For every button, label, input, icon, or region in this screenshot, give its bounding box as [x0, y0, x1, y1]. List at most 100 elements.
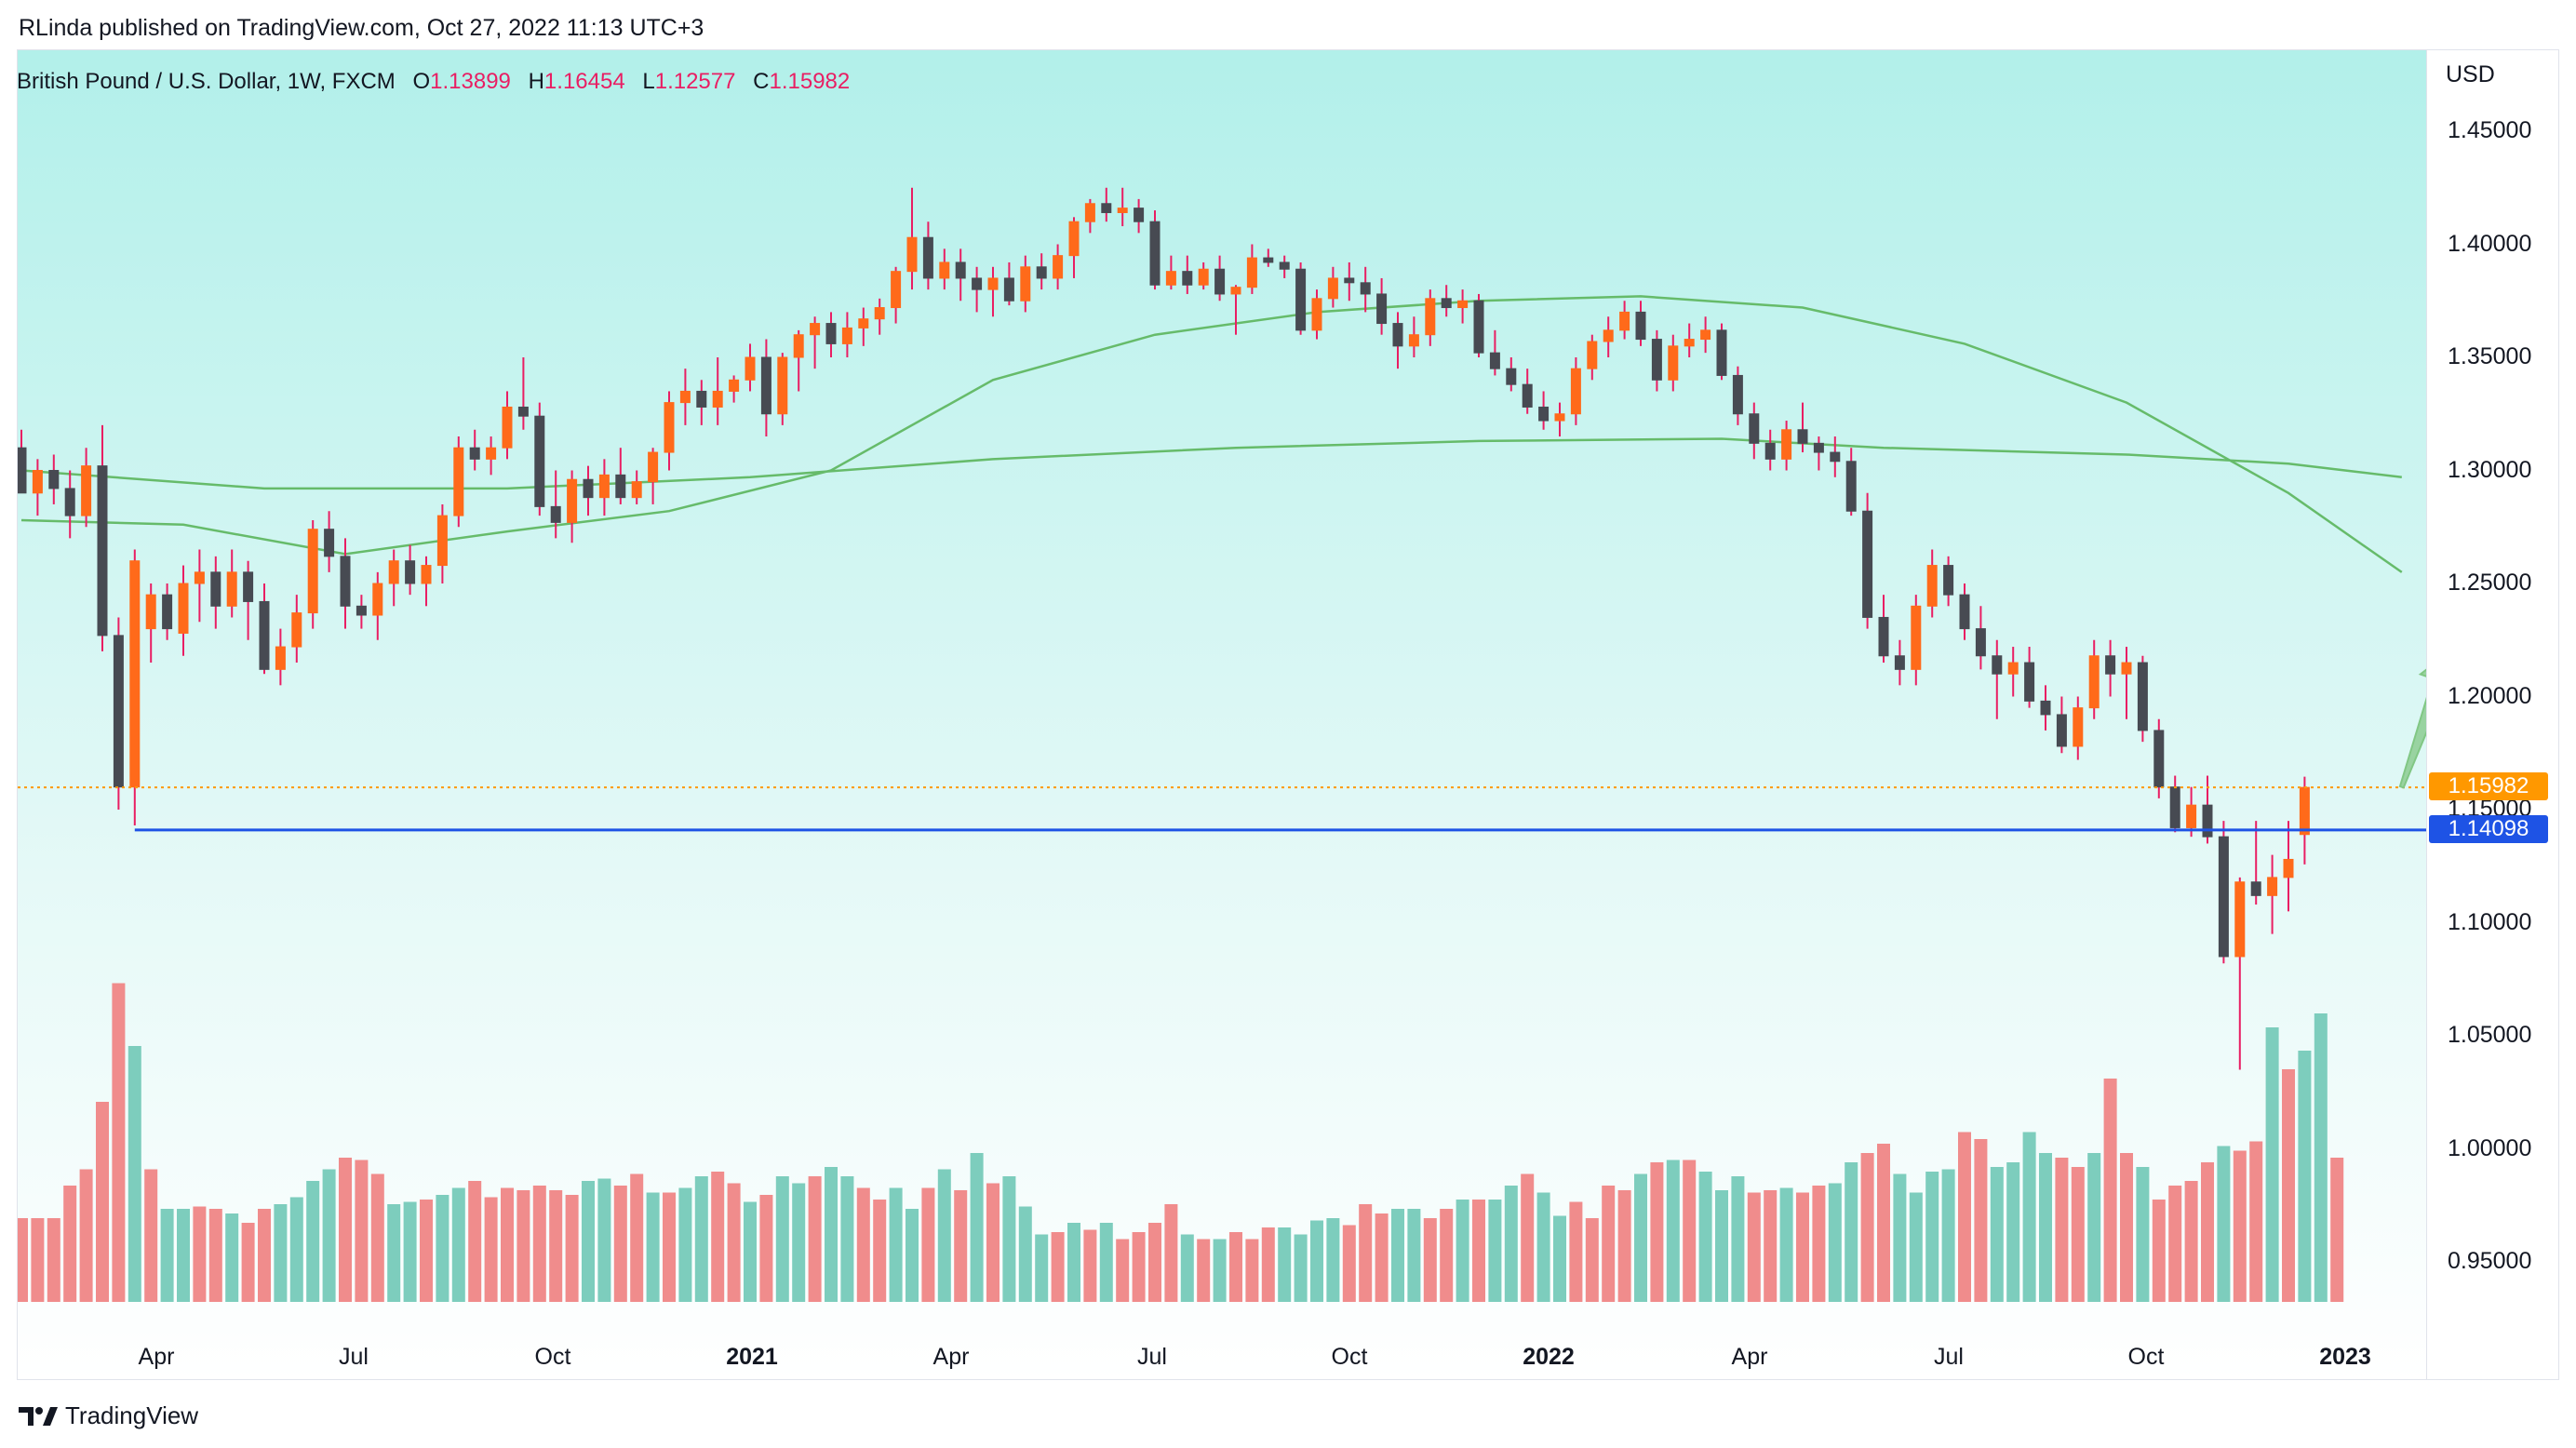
volume-bar: [1148, 1223, 1161, 1302]
candle-body: [1570, 368, 1581, 415]
candle-body: [922, 236, 933, 279]
volume-bar: [18, 1218, 28, 1302]
candle-body: [469, 447, 480, 460]
moving-average-line: [20, 437, 2402, 490]
volume-bar: [420, 1200, 433, 1302]
candle-body: [18, 447, 27, 494]
candle-body: [810, 323, 821, 336]
candle-body: [1263, 257, 1274, 263]
volume-bar: [1698, 1172, 1712, 1302]
symbol-legend[interactable]: British Pound / U.S. Dollar, 1W, FXCM O1…: [17, 69, 850, 95]
candle-body: [1781, 429, 1792, 460]
candle-body: [2121, 662, 2132, 675]
candle-body: [1165, 271, 1176, 286]
volume-bar: [1261, 1227, 1275, 1302]
price-tick-label: 1.10000: [2448, 908, 2532, 935]
volume-bar: [1536, 1192, 1550, 1302]
candle-body: [421, 565, 432, 584]
high-value: 1.16454: [543, 69, 625, 94]
price-tick-label: 1.40000: [2448, 230, 2532, 257]
volume-bar: [31, 1218, 45, 1302]
volume-bar: [825, 1167, 838, 1302]
volume-bar: [2217, 1146, 2231, 1302]
volume-bar: [127, 1046, 141, 1302]
volume-bar: [1164, 1204, 1178, 1302]
volume-bar: [47, 1218, 60, 1302]
candle-body: [388, 560, 399, 584]
candle-body: [891, 271, 902, 309]
candle-body: [712, 390, 723, 408]
candle-body: [1894, 655, 1905, 670]
volume-bar: [597, 1178, 611, 1302]
tradingview-brand[interactable]: TradingView: [19, 1401, 198, 1430]
volume-bar: [2330, 1158, 2344, 1302]
candle-body: [777, 356, 788, 415]
volume-bar: [1488, 1200, 1502, 1302]
candle-body: [1587, 341, 1598, 369]
candle-body: [1813, 442, 1824, 453]
volume-bar: [468, 1181, 482, 1302]
candle-body: [955, 261, 966, 279]
candle-body: [307, 529, 318, 614]
volume-bar: [1423, 1218, 1437, 1302]
volume-bar: [1278, 1227, 1292, 1302]
candle-body: [436, 515, 448, 567]
volume-bar: [1326, 1218, 1340, 1302]
candle-body: [1441, 298, 1452, 309]
candle-body: [64, 488, 75, 516]
candle-body: [1134, 208, 1145, 222]
volume-bar: [630, 1173, 644, 1302]
volume-bar: [1941, 1169, 1955, 1302]
candle-body: [1506, 368, 1517, 385]
time-year-label: 2022: [1523, 1344, 1575, 1370]
candle-body: [2007, 662, 2019, 675]
candle-body: [1749, 413, 1760, 444]
volume-bar: [241, 1223, 255, 1302]
price-levels: [18, 786, 2426, 832]
price-axis[interactable]: [2427, 49, 2559, 1380]
candle-body: [259, 600, 270, 670]
volume-bar: [727, 1183, 741, 1302]
candle-body: [2088, 655, 2100, 709]
candle-body: [1635, 311, 1646, 341]
candle-body: [1101, 203, 1112, 213]
volume-bar: [549, 1190, 563, 1302]
volume-bar: [1018, 1206, 1032, 1302]
chart-pane[interactable]: [17, 49, 2427, 1380]
candlesticks: [18, 187, 2310, 1070]
candle-body: [2153, 730, 2165, 788]
volume-bar: [1391, 1209, 1404, 1302]
volume-bar: [2168, 1186, 2182, 1302]
time-month-label: Jul: [1137, 1344, 1167, 1370]
candle-body: [550, 505, 561, 523]
volume-bar: [1067, 1223, 1080, 1302]
candle-body: [1360, 282, 1371, 295]
volume-bar: [1909, 1192, 1923, 1302]
candle-body: [664, 402, 675, 453]
candle-body: [648, 451, 659, 483]
candle-body: [2267, 877, 2278, 896]
candle-body: [32, 470, 43, 494]
volume-bar: [403, 1201, 417, 1302]
candle-body: [1003, 277, 1014, 302]
candle-body: [517, 406, 529, 417]
candle-body: [1230, 287, 1241, 295]
volume-bar: [1650, 1162, 1664, 1302]
candle-body: [2169, 786, 2180, 828]
candle-body: [1020, 266, 1031, 302]
candle-body: [1522, 383, 1533, 408]
volume-bar: [921, 1187, 935, 1302]
volume-bar: [1051, 1232, 1065, 1302]
candle-body: [858, 318, 869, 328]
candle-body: [275, 646, 286, 670]
candle-body: [372, 583, 383, 616]
volume-bar: [2120, 1153, 2133, 1302]
price-tick-label: 1.30000: [2448, 456, 2532, 483]
candle-body: [48, 470, 60, 489]
volume-bar: [2022, 1132, 2036, 1302]
currency-label: USD: [2446, 61, 2495, 87]
candle-body: [793, 334, 804, 358]
price-chart[interactable]: [18, 50, 2427, 1380]
volume-bar: [2152, 1200, 2166, 1302]
volume-bar: [451, 1187, 465, 1302]
